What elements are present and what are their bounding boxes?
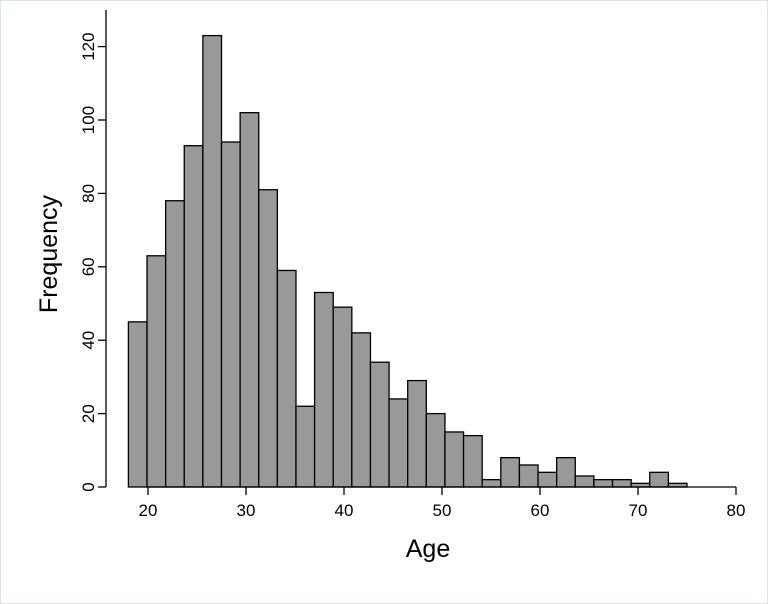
histogram-bar-19 <box>462 434 483 488</box>
histogram-bar-14 <box>369 361 390 488</box>
x-tick-label: 80 <box>727 501 746 520</box>
x-tick-label: 20 <box>139 501 158 520</box>
histogram-bar-15 <box>388 398 409 488</box>
histogram-bar-21 <box>500 456 521 488</box>
histogram-bar-1 <box>127 321 148 488</box>
x-tick-label: 60 <box>531 501 550 520</box>
histogram-bar-22 <box>518 464 539 488</box>
histogram-bar-27 <box>611 479 632 488</box>
histogram-bar-20 <box>481 479 502 488</box>
histogram-bar-24 <box>556 456 576 488</box>
histogram-bar-13 <box>351 332 372 488</box>
histogram-bar-7 <box>239 112 260 488</box>
histogram-bar-10 <box>295 405 316 488</box>
y-tick-label: 100 <box>79 106 98 134</box>
histogram-bar-2 <box>146 255 167 488</box>
histogram-bar-12 <box>332 306 353 488</box>
histogram-bar-25 <box>574 475 595 488</box>
histogram-bars <box>127 34 688 488</box>
y-tick-label: 60 <box>79 257 98 276</box>
histogram-bar-3 <box>164 200 185 488</box>
histogram-bar-26 <box>593 479 614 488</box>
chart-axes: 0 20 40 60 80 100 120 20 30 40 50 60 70 80 <box>79 9 746 520</box>
y-tick-label: 120 <box>79 32 98 60</box>
histogram-bar-23 <box>537 471 558 488</box>
x-tick-label: 30 <box>237 501 256 520</box>
histogram-bar-5 <box>202 34 223 488</box>
x-tick-label: 40 <box>335 501 354 520</box>
histogram-bar-8 <box>258 189 279 488</box>
x-tick-label: 70 <box>629 501 648 520</box>
y-tick-label: 40 <box>79 331 98 350</box>
histogram-bar-18 <box>444 431 465 488</box>
x-axis-title: Age <box>406 535 450 563</box>
y-axis-title: Frequency <box>35 194 63 313</box>
histogram-bar-6 <box>220 141 241 488</box>
y-tick-label: 80 <box>79 184 98 203</box>
y-tick-label: 0 <box>79 482 98 491</box>
y-tick-label: 20 <box>79 404 98 423</box>
histogram-bar-29 <box>649 471 670 488</box>
histogram-bar-11 <box>313 291 334 488</box>
histogram-bar-16 <box>407 379 427 488</box>
x-tick-label: 50 <box>433 501 452 520</box>
histogram-bar-4 <box>183 145 204 488</box>
histogram-bar-9 <box>276 269 297 488</box>
histogram-bar-17 <box>425 412 446 488</box>
